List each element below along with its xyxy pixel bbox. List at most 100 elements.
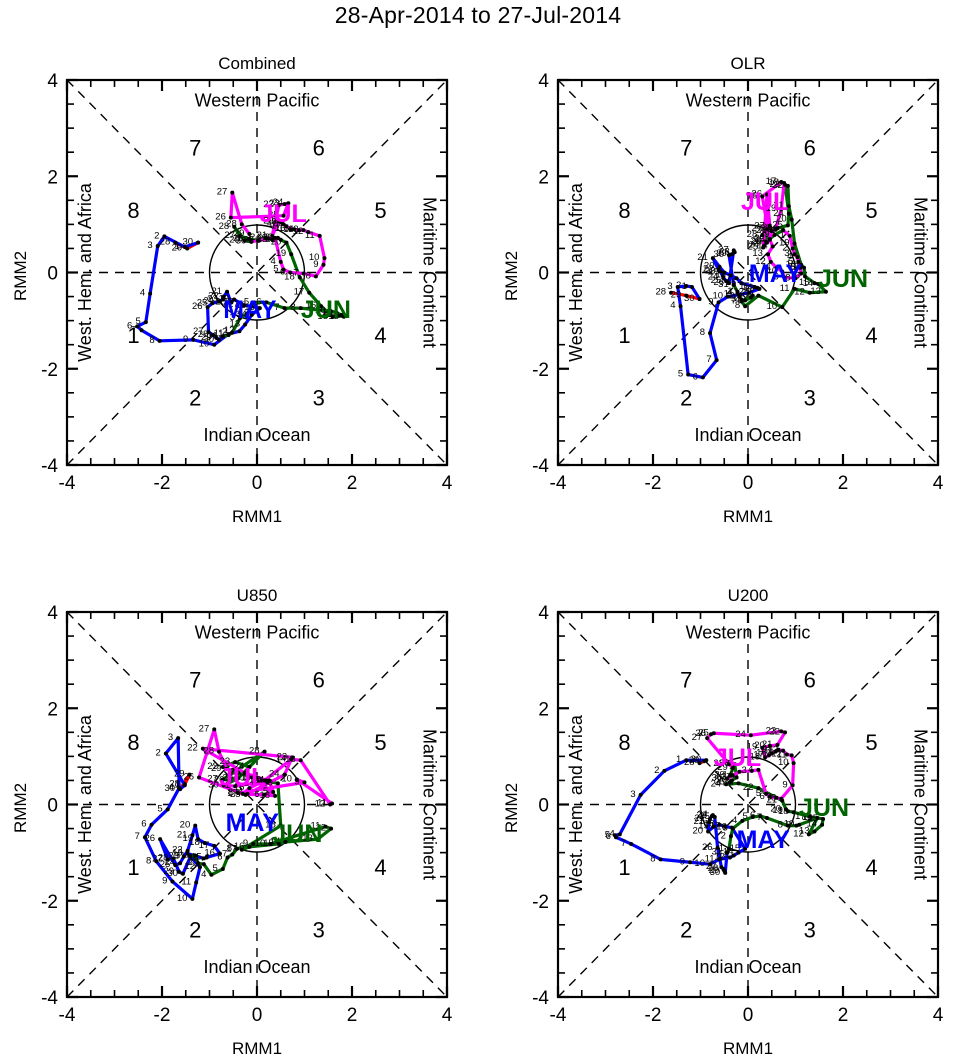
- day-label: 30: [167, 868, 178, 879]
- day-label: 11: [762, 262, 772, 273]
- month-label-jul: JUL: [741, 188, 788, 216]
- day-label: 20: [704, 261, 715, 272]
- trajectory-point: [730, 765, 735, 770]
- day-label: 10: [199, 339, 210, 350]
- trajectory-point: [298, 306, 303, 311]
- day-label: 3: [194, 858, 199, 869]
- trajectory-point: [322, 256, 327, 261]
- trajectory-point: [191, 337, 196, 342]
- day-label: 4: [787, 251, 792, 262]
- trajectory-point: [306, 230, 311, 235]
- trajectory-point: [190, 896, 195, 901]
- day-label: 15: [739, 281, 750, 292]
- phase-number: 3: [313, 918, 325, 943]
- trajectory-point: [226, 333, 231, 338]
- day-label: 14: [236, 309, 247, 320]
- trajectory-point: [728, 273, 733, 278]
- trajectory-point: [196, 861, 201, 866]
- day-label: 16: [236, 300, 247, 311]
- day-label: 23: [751, 237, 762, 248]
- day-label: 14: [323, 310, 334, 321]
- day-label: 9: [313, 259, 318, 270]
- trajectory-point: [182, 783, 187, 788]
- x-axis-label: RMM1: [231, 507, 283, 526]
- trajectory-point: [743, 846, 748, 851]
- day-label: 11: [311, 821, 321, 832]
- trajectory-point: [163, 751, 168, 756]
- day-label: 1: [676, 754, 681, 765]
- phase-number: 4: [374, 855, 386, 880]
- x-axis-label: RMM1: [231, 1039, 283, 1058]
- trajectory-point: [796, 259, 801, 264]
- trajectory-point: [173, 240, 178, 245]
- day-label: 13: [744, 283, 755, 294]
- trajectory-point: [188, 854, 193, 859]
- phase-number: 3: [804, 918, 816, 943]
- day-label: 18: [704, 819, 715, 830]
- day-label: 12: [794, 287, 805, 298]
- day-label: 25: [711, 275, 722, 286]
- trajectory-point: [735, 289, 740, 294]
- trajectory-point: [716, 300, 721, 305]
- trajectory-point: [767, 236, 772, 241]
- trajectory-point: [165, 857, 170, 862]
- month-label-jul: JUL: [260, 200, 307, 228]
- day-label: 29: [714, 770, 725, 781]
- day-label: 8: [785, 272, 790, 283]
- trajectory-point: [165, 807, 170, 812]
- day-label: 15: [799, 277, 810, 288]
- phase-number: 5: [374, 198, 386, 223]
- trajectory-point: [802, 265, 807, 270]
- day-label: 5: [605, 829, 610, 840]
- trajectory-point: [278, 237, 283, 242]
- trajectory-point: [727, 281, 731, 286]
- trajectory-point: [727, 253, 731, 258]
- trajectory-point: [284, 240, 289, 245]
- trajectory-point: [212, 843, 217, 848]
- trajectory-point: [784, 752, 789, 757]
- trajectory-point: [281, 267, 286, 272]
- trajectory-point: [723, 870, 728, 875]
- day-label: 28: [249, 746, 260, 757]
- day-label: 12: [224, 325, 235, 336]
- phase-number: 7: [189, 667, 201, 692]
- day-label: 29: [164, 866, 175, 877]
- day-label: 5: [136, 316, 141, 327]
- day-label: 17: [199, 840, 210, 851]
- day-label: 12: [755, 256, 766, 267]
- day-label: 16: [747, 190, 758, 201]
- trajectory-point: [197, 775, 202, 780]
- trajectory-point: [148, 291, 153, 296]
- day-label: 9: [294, 776, 299, 787]
- day-label: 5: [756, 788, 761, 799]
- day-label: 18: [715, 269, 726, 280]
- trajectory-point: [264, 300, 269, 305]
- trajectory-point: [262, 749, 267, 754]
- trajectory-point: [319, 304, 324, 309]
- trajectory-point: [730, 773, 735, 778]
- phase-number: 8: [127, 198, 139, 223]
- trajectory-point: [786, 204, 791, 209]
- trajectory-point: [302, 780, 307, 785]
- day-label: 27: [152, 853, 163, 864]
- day-label: 27: [199, 723, 210, 734]
- trajectory-point: [247, 786, 252, 791]
- trajectory-point: [257, 306, 262, 311]
- day-label: 22: [769, 726, 780, 737]
- day-label: 30: [203, 334, 214, 345]
- trajectory-point: [729, 778, 734, 783]
- trajectory-point: [315, 837, 320, 842]
- trajectory-point: [301, 271, 306, 276]
- day-label: 17: [271, 220, 282, 231]
- trajectory-point: [249, 304, 254, 309]
- day-label: 31: [207, 331, 218, 342]
- y-tick-label: -2: [41, 892, 58, 913]
- trajectory-point: [727, 846, 731, 851]
- trajectory-point: [237, 316, 242, 321]
- day-label: 17: [226, 844, 237, 855]
- day-label: 25: [698, 727, 709, 738]
- region-label-bottom: Indian Ocean: [203, 425, 310, 445]
- trajectory-point: [727, 762, 731, 767]
- day-label: 29: [717, 762, 728, 773]
- day-label: 23: [207, 293, 218, 304]
